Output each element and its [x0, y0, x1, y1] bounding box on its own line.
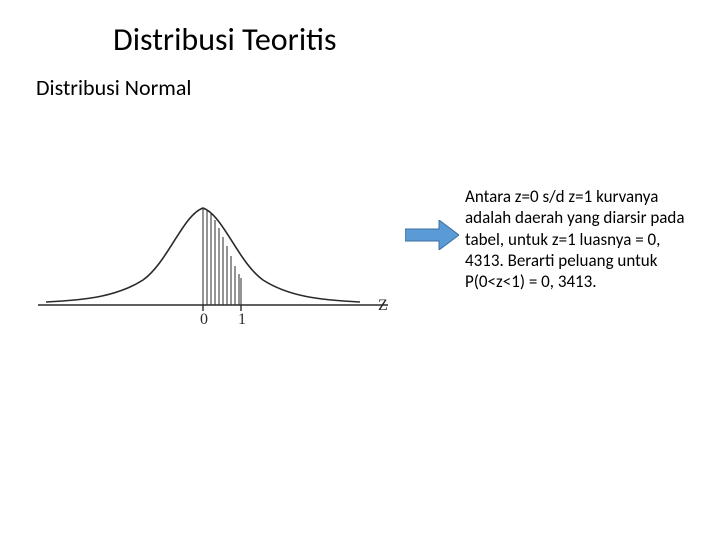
- arrow-icon: [405, 220, 459, 255]
- normal-curve-svg: 0 1 Z: [28, 170, 388, 345]
- svg-text:0: 0: [200, 311, 208, 328]
- slide: Distribusi Teoritis Distribusi Normal 0 1…: [0, 0, 720, 540]
- svg-text:Z: Z: [378, 297, 388, 314]
- slide-title: Distribusi Teoritis: [113, 20, 337, 59]
- slide-subtitle: Distribusi Normal: [36, 74, 191, 101]
- description-text: Antara z=0 s/d z=1 kurvanya adalah daera…: [465, 186, 699, 292]
- svg-text:1: 1: [238, 311, 246, 328]
- normal-curve-figure: 0 1 Z: [28, 170, 388, 345]
- arrow-svg: [405, 220, 459, 250]
